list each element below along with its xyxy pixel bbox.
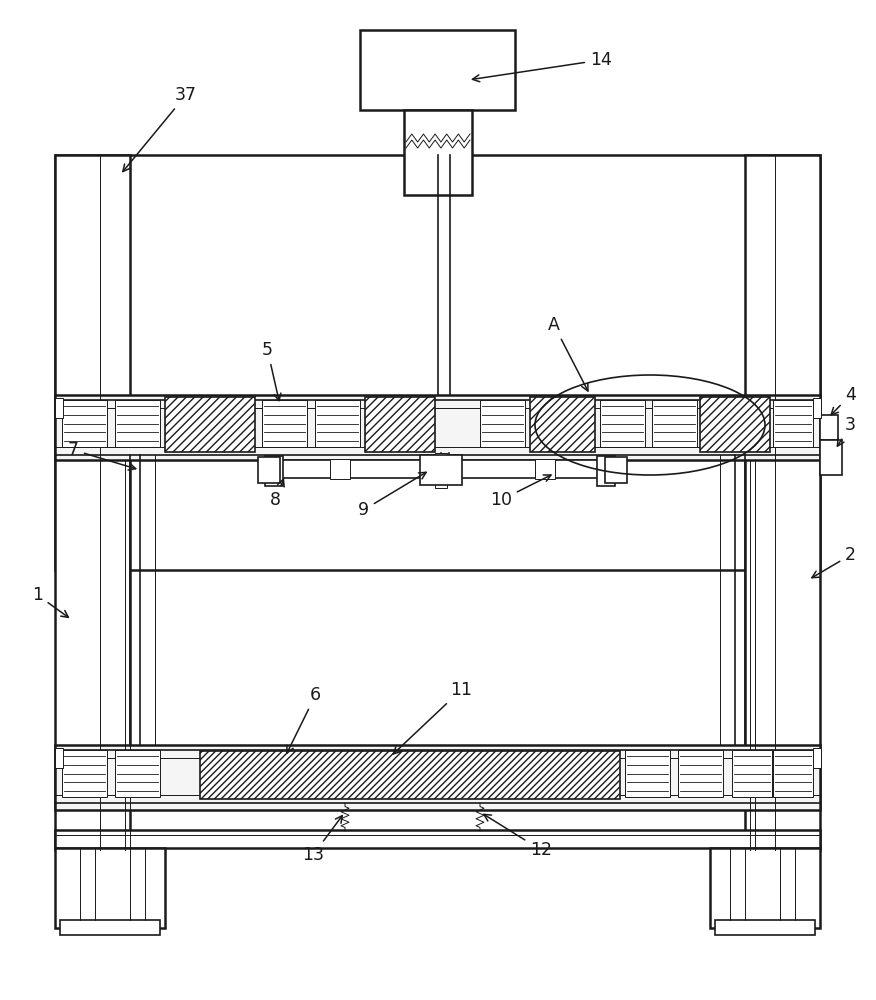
Bar xyxy=(710,848,820,928)
Bar xyxy=(625,750,670,797)
Bar xyxy=(745,155,820,850)
Bar xyxy=(732,750,772,797)
Bar xyxy=(55,848,165,928)
Text: 8: 8 xyxy=(270,479,284,509)
Bar xyxy=(330,459,350,479)
Bar xyxy=(262,400,307,447)
Bar xyxy=(420,455,462,485)
Bar xyxy=(820,415,838,440)
Text: 6: 6 xyxy=(287,686,321,753)
Bar xyxy=(265,460,610,478)
Text: A: A xyxy=(548,316,588,391)
Bar xyxy=(55,745,820,810)
Text: 4: 4 xyxy=(831,386,856,415)
Bar xyxy=(115,400,160,447)
Bar xyxy=(678,750,723,797)
Text: 5: 5 xyxy=(262,341,281,401)
Bar xyxy=(200,751,620,799)
Bar xyxy=(55,155,130,850)
Bar xyxy=(715,920,815,935)
Text: 12: 12 xyxy=(484,814,552,859)
Bar xyxy=(60,920,160,935)
Bar xyxy=(435,453,447,488)
Bar xyxy=(365,397,435,452)
Text: 14: 14 xyxy=(472,51,611,82)
Text: 3: 3 xyxy=(837,416,856,446)
Bar xyxy=(55,748,63,768)
Bar xyxy=(597,456,615,486)
Bar xyxy=(535,459,555,479)
Bar xyxy=(62,400,107,447)
Text: 37: 37 xyxy=(123,86,197,172)
Bar xyxy=(315,400,360,447)
Bar xyxy=(605,457,627,483)
Text: 2: 2 xyxy=(812,546,856,578)
Bar xyxy=(55,155,820,570)
Text: 1: 1 xyxy=(32,586,68,617)
Bar xyxy=(165,397,255,452)
Bar xyxy=(404,110,472,195)
Text: 11: 11 xyxy=(393,681,472,754)
Bar xyxy=(530,397,595,452)
Bar xyxy=(773,750,813,797)
Bar xyxy=(813,398,821,418)
Bar xyxy=(773,400,813,447)
Bar xyxy=(360,30,515,110)
Bar xyxy=(265,456,283,486)
Text: 10: 10 xyxy=(490,475,551,509)
Bar xyxy=(813,748,821,768)
Bar xyxy=(62,750,107,797)
Bar xyxy=(652,400,697,447)
Bar xyxy=(820,440,842,475)
Text: 9: 9 xyxy=(358,472,426,519)
Bar xyxy=(600,400,645,447)
Text: 7: 7 xyxy=(68,441,136,470)
Bar xyxy=(55,830,820,848)
Bar xyxy=(55,395,820,460)
Bar xyxy=(55,398,63,418)
Bar xyxy=(258,457,280,483)
Text: 13: 13 xyxy=(302,816,343,864)
Bar xyxy=(115,750,160,797)
Bar xyxy=(700,397,770,452)
Bar xyxy=(480,400,525,447)
